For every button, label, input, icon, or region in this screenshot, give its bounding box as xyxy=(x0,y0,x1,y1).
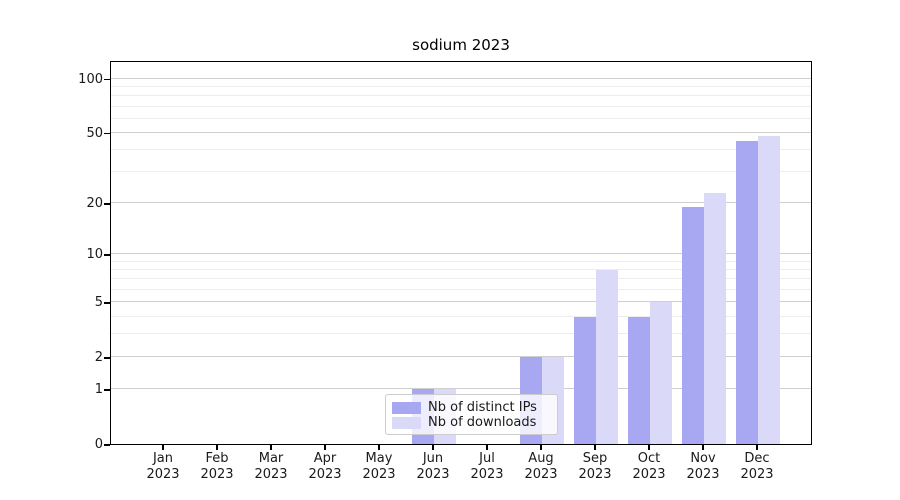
y-tick-label-50: 50 xyxy=(86,125,103,141)
y-tick-mark-100 xyxy=(104,78,110,81)
x-tick-mark-apr xyxy=(324,445,326,450)
x-tick-label-oct: Oct 2023 xyxy=(632,451,666,482)
y-tick-mark-5 xyxy=(104,302,110,304)
x-tick-label-jun: Jun 2023 xyxy=(416,451,450,482)
gridline-major-10 xyxy=(111,253,811,255)
gridline-minor-6 xyxy=(111,289,811,290)
x-tick-mark-jun xyxy=(432,445,434,450)
x-tick-mark-mar xyxy=(270,445,272,450)
x-tick-mark-jul xyxy=(486,445,488,450)
gridline-minor-80 xyxy=(111,95,811,97)
y-tick-label-2: 2 xyxy=(94,350,103,366)
y-tick-label-5: 5 xyxy=(94,295,103,311)
legend-label-downloads: Nb of downloads xyxy=(428,415,537,430)
x-tick-label-sep: Sep 2023 xyxy=(578,451,612,482)
y-tick-label-20: 20 xyxy=(86,196,103,212)
x-tick-label-jul: Jul 2023 xyxy=(470,451,504,482)
x-tick-mark-oct xyxy=(648,445,650,450)
bar-ips-sep xyxy=(574,316,596,444)
y-tick-label-1: 1 xyxy=(94,382,103,398)
y-tick-label-10: 10 xyxy=(86,247,103,263)
bar-downloads-oct xyxy=(650,302,672,444)
bar-downloads-dec xyxy=(758,136,780,444)
gridline-minor-7 xyxy=(111,278,811,280)
gridline-major-1 xyxy=(111,388,811,390)
x-tick-label-feb: Feb 2023 xyxy=(200,451,234,482)
x-tick-mark-feb xyxy=(216,445,218,450)
x-tick-label-may: May 2023 xyxy=(362,451,396,482)
x-tick-label-apr: Apr 2023 xyxy=(308,451,342,482)
chart-title: sodium 2023 xyxy=(412,36,510,54)
gridline-minor-90 xyxy=(111,86,811,88)
x-tick-mark-nov xyxy=(702,445,704,450)
bar-ips-oct xyxy=(628,316,650,444)
x-tick-mark-jan xyxy=(162,445,164,450)
legend-swatch-distinct-ips xyxy=(392,401,421,414)
y-tick-mark-1 xyxy=(104,389,110,391)
gridline-major-20 xyxy=(111,202,811,204)
x-tick-label-nov: Nov 2023 xyxy=(686,451,720,482)
gridline-minor-8 xyxy=(111,269,811,271)
legend: Nb of distinct IPs Nb of downloads xyxy=(385,394,558,435)
gridline-minor-9 xyxy=(111,260,811,262)
y-tick-mark-50 xyxy=(104,132,110,135)
legend-label-distinct-ips: Nb of distinct IPs xyxy=(428,400,537,415)
gridline-minor-3 xyxy=(111,333,811,335)
gridline-major-5 xyxy=(111,301,811,303)
gridline-major-50 xyxy=(111,131,811,133)
x-tick-mark-dec xyxy=(756,445,758,450)
bar-ips-dec xyxy=(736,141,758,444)
x-tick-mark-aug xyxy=(540,445,542,450)
x-tick-label-mar: Mar 2023 xyxy=(254,451,288,482)
legend-row-distinct-ips: Nb of distinct IPs xyxy=(392,400,551,415)
gridline-major-100 xyxy=(111,77,811,79)
y-tick-label-0: 0 xyxy=(94,437,103,452)
gridline-minor-30 xyxy=(111,171,811,173)
x-tick-label-dec: Dec 2023 xyxy=(740,451,774,482)
legend-row-downloads: Nb of downloads xyxy=(392,415,551,430)
gridline-major-2 xyxy=(111,356,811,358)
y-tick-mark-2 xyxy=(104,357,110,359)
x-tick-mark-may xyxy=(378,445,380,450)
gridline-minor-70 xyxy=(111,105,811,107)
plot-area xyxy=(110,61,812,445)
bar-ips-nov xyxy=(682,206,704,444)
y-tick-mark-20 xyxy=(104,203,110,205)
y-tick-mark-0 xyxy=(104,444,110,446)
x-tick-label-jan: Jan 2023 xyxy=(146,451,180,482)
legend-swatch-downloads xyxy=(392,416,421,429)
x-tick-label-aug: Aug 2023 xyxy=(524,451,558,482)
bar-downloads-nov xyxy=(704,192,726,444)
gridline-minor-4 xyxy=(111,315,811,317)
y-tick-mark-10 xyxy=(104,254,110,256)
gridline-minor-60 xyxy=(111,117,811,119)
x-tick-mark-sep xyxy=(594,445,596,450)
bar-downloads-sep xyxy=(596,270,618,444)
y-tick-label-100: 100 xyxy=(78,71,103,87)
gridline-minor-40 xyxy=(111,149,811,151)
